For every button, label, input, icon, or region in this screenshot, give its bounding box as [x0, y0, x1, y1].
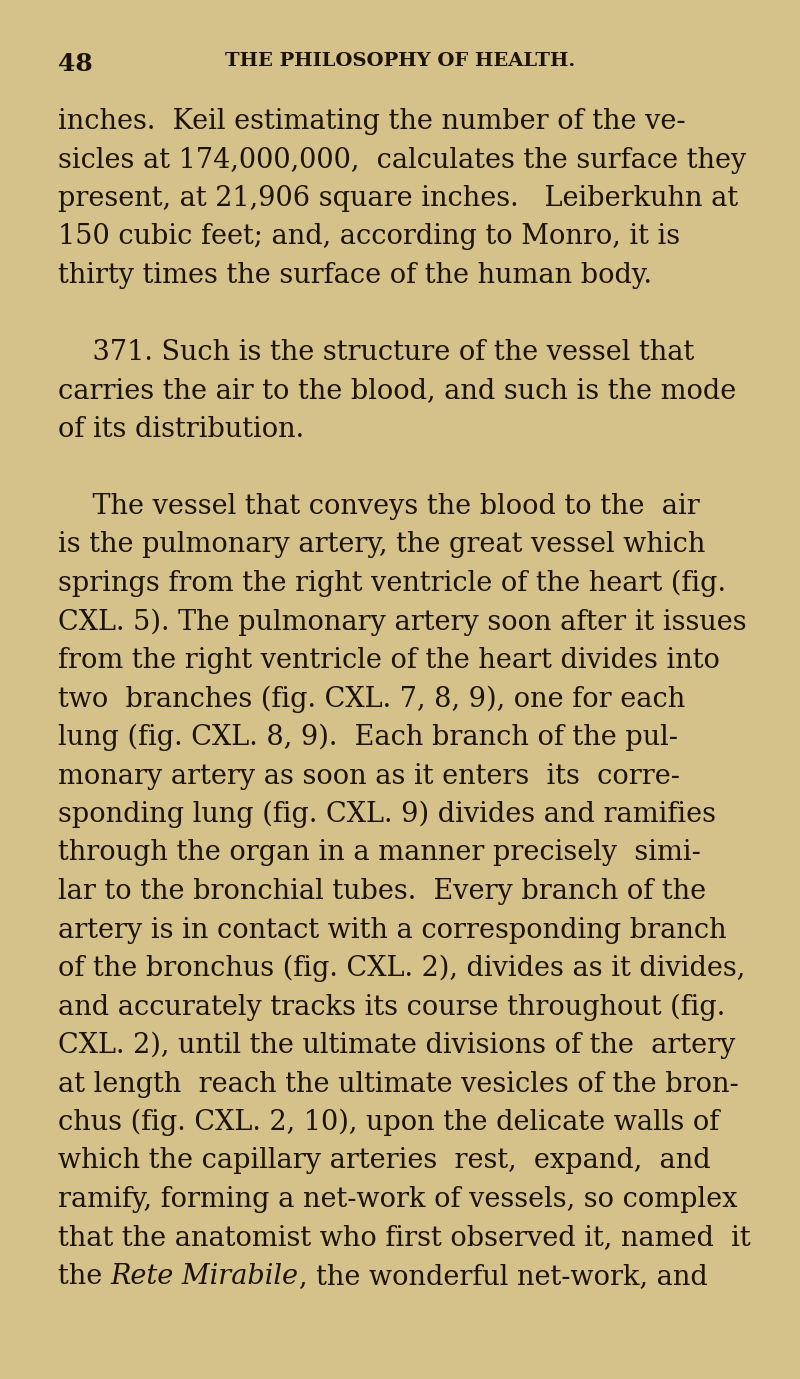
Text: 150 cubic feet; and, according to Monro, it is: 150 cubic feet; and, according to Monro,…	[58, 223, 680, 251]
Text: CXL. 2), until the ultimate divisions of the  artery: CXL. 2), until the ultimate divisions of…	[58, 1031, 735, 1059]
Text: that the anatomist who first observed it, named  it: that the anatomist who first observed it…	[58, 1225, 750, 1252]
Text: the: the	[58, 1263, 111, 1289]
Text: 371. Such is the structure of the vessel that: 371. Such is the structure of the vessel…	[58, 339, 694, 365]
Text: CXL. 5). The pulmonary artery soon after it issues: CXL. 5). The pulmonary artery soon after…	[58, 608, 746, 636]
Text: present, at 21,906 square inches.   Leiberkuhn at: present, at 21,906 square inches. Leiber…	[58, 185, 738, 212]
Text: from the right ventricle of the heart divides into: from the right ventricle of the heart di…	[58, 647, 720, 674]
Text: chus (fig. CXL. 2, 10), upon the delicate walls of: chus (fig. CXL. 2, 10), upon the delicat…	[58, 1109, 719, 1136]
Text: sponding lung (fig. CXL. 9) divides and ramifies: sponding lung (fig. CXL. 9) divides and …	[58, 801, 716, 829]
Text: , the wonderful net-work, and: , the wonderful net-work, and	[299, 1263, 708, 1289]
Text: sicles at 174,000,000,  calculates the surface they: sicles at 174,000,000, calculates the su…	[58, 146, 746, 174]
Text: THE PHILOSOPHY OF HEALTH.: THE PHILOSOPHY OF HEALTH.	[225, 52, 575, 70]
Text: at length  reach the ultimate vesicles of the bron-: at length reach the ultimate vesicles of…	[58, 1070, 738, 1098]
Text: Rete Mirabile: Rete Mirabile	[111, 1263, 299, 1289]
Text: The vessel that conveys the blood to the  air: The vessel that conveys the blood to the…	[58, 494, 700, 520]
Text: thirty times the surface of the human body.: thirty times the surface of the human bo…	[58, 262, 652, 290]
Text: springs from the right ventricle of the heart (fig.: springs from the right ventricle of the …	[58, 570, 726, 597]
Text: is the pulmonary artery, the great vessel which: is the pulmonary artery, the great vesse…	[58, 531, 706, 558]
Text: artery is in contact with a corresponding branch: artery is in contact with a correspondin…	[58, 917, 726, 943]
Text: of its distribution.: of its distribution.	[58, 416, 304, 443]
Text: which the capillary arteries  rest,  expand,  and: which the capillary arteries rest, expan…	[58, 1147, 710, 1175]
Text: lung (fig. CXL. 8, 9).  Each branch of the pul-: lung (fig. CXL. 8, 9). Each branch of th…	[58, 724, 678, 752]
Text: 48: 48	[58, 52, 93, 76]
Text: monary artery as soon as it enters  its  corre-: monary artery as soon as it enters its c…	[58, 763, 680, 790]
Text: two  branches (fig. CXL. 7, 8, 9), one for each: two branches (fig. CXL. 7, 8, 9), one fo…	[58, 685, 686, 713]
Text: of the bronchus (fig. CXL. 2), divides as it divides,: of the bronchus (fig. CXL. 2), divides a…	[58, 956, 746, 982]
Text: and accurately tracks its course throughout (fig.: and accurately tracks its course through…	[58, 993, 726, 1020]
Text: carries the air to the blood, and such is the mode: carries the air to the blood, and such i…	[58, 378, 736, 404]
Text: inches.  Keil estimating the number of the ve-: inches. Keil estimating the number of th…	[58, 108, 686, 135]
Text: lar to the bronchial tubes.  Every branch of the: lar to the bronchial tubes. Every branch…	[58, 878, 706, 905]
Text: ramify, forming a net-work of vessels, so complex: ramify, forming a net-work of vessels, s…	[58, 1186, 738, 1214]
Text: through the organ in a manner precisely  simi-: through the organ in a manner precisely …	[58, 840, 701, 866]
